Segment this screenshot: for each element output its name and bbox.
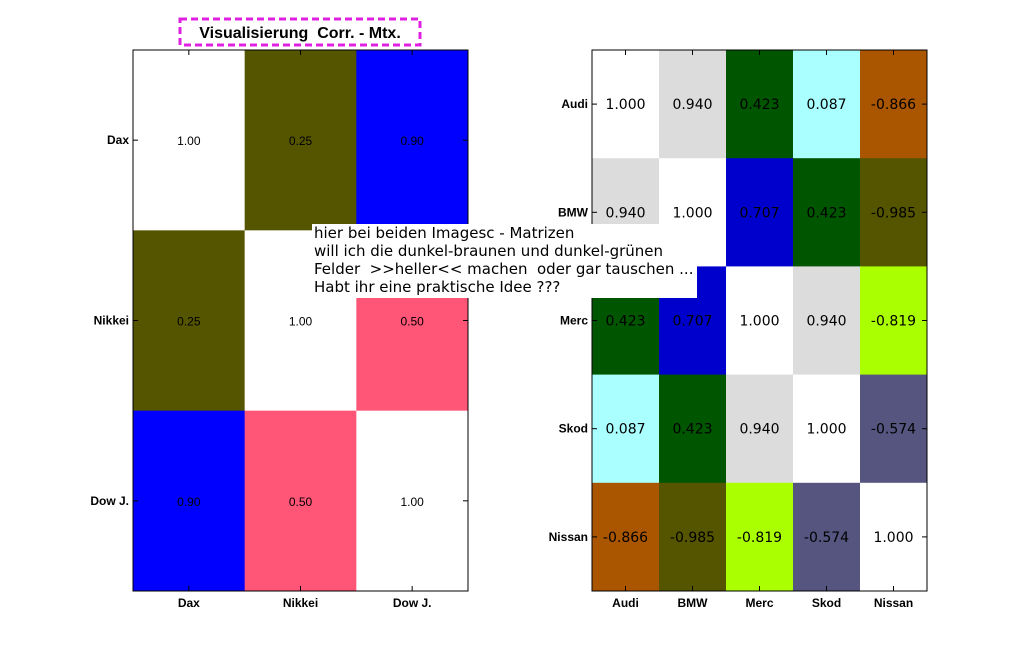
heatmap-cell	[860, 50, 928, 159]
cell-value-label: 0.423	[806, 205, 846, 221]
title-text: Visualisierung Corr. - Mtx.	[199, 25, 401, 42]
x-tick-label: Skod	[812, 596, 841, 610]
cell-value-label: 1.000	[873, 530, 913, 546]
cell-value-label: 1.000	[605, 97, 645, 113]
note-line: Habt ihr eine praktische Idee ???	[314, 278, 561, 296]
chart-title: Visualisierung Corr. - Mtx.	[178, 17, 422, 47]
note-line: hier bei beiden Imagesc - Matrizen	[314, 224, 575, 242]
cell-value-label: 0.423	[739, 97, 779, 113]
cell-value-label: -0.866	[871, 97, 916, 113]
heatmap-cell	[860, 158, 928, 267]
heatmap-cell	[592, 50, 660, 159]
y-tick-label: Audi	[561, 97, 588, 111]
heatmap-cell	[592, 482, 660, 592]
heatmap-cell	[793, 482, 861, 592]
cell-value-label: 1.00	[289, 315, 313, 329]
cell-value-label: 0.707	[739, 205, 779, 221]
cell-value-label: 0.940	[739, 422, 779, 438]
y-tick-label: Nikkei	[94, 314, 129, 328]
heatmap-cell	[726, 50, 794, 159]
cell-value-label: 0.940	[806, 314, 846, 330]
cell-value-label: 0.087	[806, 97, 846, 113]
heatmap-cell	[133, 410, 246, 592]
x-tick-label: Dow J.	[393, 596, 432, 610]
cell-value-label: -0.819	[737, 530, 782, 546]
cell-value-label: 0.90	[400, 134, 424, 148]
y-tick-label: Merc	[560, 314, 588, 328]
x-tick-label: Dax	[178, 596, 200, 610]
heatmap-cell	[726, 158, 794, 267]
cell-value-label: 1.000	[672, 205, 712, 221]
cell-value-label: 0.90	[177, 495, 201, 509]
cell-value-label: -0.866	[603, 530, 648, 546]
heatmap-cell	[133, 230, 246, 412]
correlation-matrix-right: 1.000 0.940 0.423 0.087 -0.866 0.940 1.000 0.70…	[549, 49, 928, 610]
x-tick-label: Merc	[745, 596, 773, 610]
y-tick-label: Dax	[107, 133, 129, 147]
cell-value-label: 0.50	[400, 315, 424, 329]
cell-value-label: 0.087	[605, 422, 645, 438]
heatmap-cell	[793, 158, 861, 267]
heatmap-cell	[244, 410, 357, 592]
heatmap-cell	[659, 482, 727, 592]
heatmap-cell	[356, 50, 469, 231]
heatmap-cell	[860, 374, 928, 484]
note-line: Felder >>heller<< machen oder gar tausch…	[314, 260, 694, 278]
cell-value-label: 0.940	[605, 205, 645, 221]
heatmap-cell	[659, 374, 727, 484]
title-box	[178, 17, 422, 47]
heatmap-cell	[726, 374, 794, 484]
x-tick-label: Audi	[612, 596, 639, 610]
heatmap-cell	[860, 266, 928, 376]
heatmap-cell	[356, 410, 469, 592]
cell-value-label: 0.707	[672, 314, 712, 330]
cell-value-label: 1.000	[806, 422, 846, 438]
cell-value-label: -0.574	[871, 422, 916, 438]
heatmap-cell	[793, 50, 861, 159]
y-tick-label: Dow J.	[90, 494, 129, 508]
cell-value-label: 0.25	[289, 134, 313, 148]
cell-value-label: 0.50	[289, 495, 313, 509]
heatmap-cell	[793, 266, 861, 376]
cell-value-label: 1.00	[177, 134, 201, 148]
heatmap-cell	[726, 482, 794, 592]
y-tick-label: BMW	[558, 205, 589, 219]
x-tick-label: BMW	[678, 596, 709, 610]
annotation-note: hier bei beiden Imagesc - Matrizen will i…	[312, 224, 698, 298]
heatmap-cell	[592, 374, 660, 484]
cell-value-label: 1.00	[400, 495, 424, 509]
heatmap-cell	[726, 266, 794, 376]
heatmap-cell	[244, 50, 357, 231]
x-tick-label: Nissan	[874, 596, 913, 610]
cell-value-label: -0.985	[670, 530, 715, 546]
cell-value-label: -0.574	[804, 530, 849, 546]
cell-value-label: 0.940	[672, 97, 712, 113]
cell-value-label: 0.423	[672, 422, 712, 438]
cell-value-label: 0.25	[177, 315, 201, 329]
cell-value-label: -0.819	[871, 314, 916, 330]
heatmap-cell	[659, 50, 727, 159]
cell-value-label: 0.423	[605, 314, 645, 330]
y-tick-label: Nissan	[549, 530, 588, 544]
y-tick-label: Skod	[559, 422, 588, 436]
cell-value-label: -0.985	[871, 205, 916, 221]
correlation-matrix-left: 1.00 0.25 0.90 0.25 1.00 0.50 0.90 0.50 1.00 Dax D…	[90, 49, 469, 610]
cell-value-label: 1.000	[739, 314, 779, 330]
note-line: will ich die dunkel-braunen und dunkel-g…	[314, 242, 664, 260]
heatmap-cell	[860, 482, 928, 592]
heatmap-cell	[793, 374, 861, 484]
heatmap-cell	[133, 50, 246, 231]
x-tick-label: Nikkei	[283, 596, 318, 610]
